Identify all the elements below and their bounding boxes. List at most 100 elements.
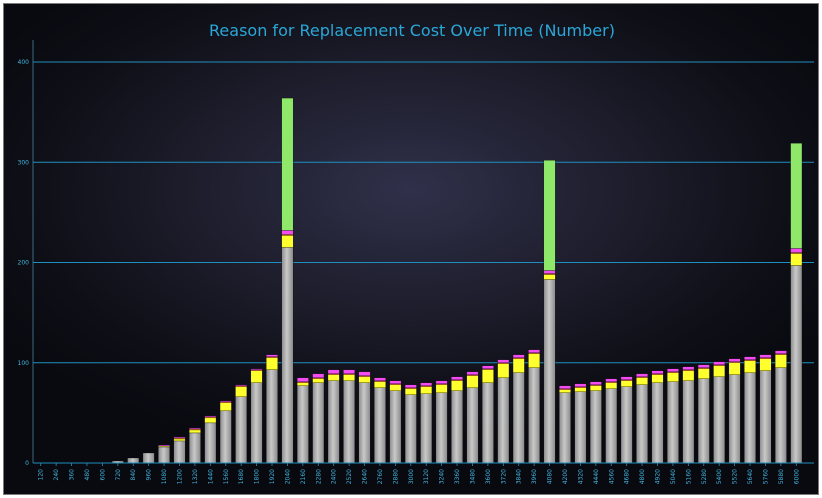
bar-3360-seg-1: [451, 380, 463, 391]
bar-4440-seg-3: [589, 381, 602, 385]
bar-3120-seg-0: [420, 393, 433, 464]
x-tick-label-4320: 4320: [577, 469, 584, 484]
x-tick-label-3960: 3960: [531, 469, 538, 484]
y-tick-label-200: 200: [18, 260, 30, 267]
bar-2160-seg-1: [296, 382, 309, 386]
bar-6000-seg-1: [790, 253, 803, 266]
x-tick-label-1560: 1560: [223, 469, 230, 484]
bar-4560-seg-1: [605, 382, 618, 389]
x-tick-label-6000: 6000: [793, 469, 800, 484]
bar-1800-seg-3: [250, 368, 263, 370]
x-tick-label-480: 480: [84, 469, 91, 481]
bar-4800-seg-0: [636, 384, 648, 464]
bar-6000-seg-3: [790, 248, 803, 253]
x-tick-label-2520: 2520: [346, 469, 353, 484]
bar-1560-seg-0: [219, 410, 232, 464]
bar-2880-seg-0: [389, 390, 402, 464]
x-tick-label-5760: 5760: [762, 469, 769, 484]
bar-2520-seg-3: [343, 369, 355, 374]
bar-4920-seg-3: [651, 370, 664, 374]
chart-frame: Reason for Replacement Cost Over Time (N…: [3, 3, 819, 495]
x-tick-label-120: 120: [38, 469, 45, 481]
x-tick-label-1680: 1680: [238, 469, 245, 484]
bar-2640-seg-1: [358, 376, 371, 383]
bar-2760-seg-3: [374, 377, 386, 381]
x-tick-label-3120: 3120: [423, 469, 430, 484]
bar-840-seg-0: [127, 457, 140, 464]
bar-3960-seg-1: [528, 353, 541, 368]
bar-1320-seg-1: [189, 429, 201, 434]
bar-2640-seg-0: [358, 382, 371, 464]
bar-1920-seg-2: [266, 356, 278, 358]
chart-plot-area: 0 100 200 300 400 120 240 360 480 600 720 840 960 108…: [18, 40, 814, 484]
bar-1920-seg-1: [266, 357, 278, 370]
x-tick-label-4680: 4680: [624, 469, 631, 484]
x-tick-label-4440: 4440: [593, 469, 600, 484]
bar-1320-seg-0: [189, 432, 201, 464]
bar-4800-seg-1: [636, 377, 648, 385]
y-tick-label-300: 300: [18, 159, 30, 166]
bar-3600-seg-1: [482, 369, 494, 383]
y-tick-label-100: 100: [18, 360, 30, 367]
bar-4080-seg-3: [543, 270, 556, 274]
bar-4920-seg-1: [651, 374, 664, 383]
bar-1440-seg-1: [204, 417, 217, 424]
bar-5400-seg-1: [713, 365, 726, 377]
bar-1440-seg-3: [204, 415, 217, 418]
bar-1080-seg-1: [158, 445, 170, 448]
bar-2520-seg-0: [343, 380, 355, 464]
bar-2640-seg-3: [358, 371, 371, 376]
x-tick-label-2280: 2280: [315, 469, 322, 484]
bar-3240-seg-1: [435, 384, 448, 393]
x-tick-label-5520: 5520: [732, 469, 739, 484]
bar-2040-seg-0: [281, 247, 294, 464]
x-tick-label-4800: 4800: [639, 469, 646, 484]
x-tick-label-4080: 4080: [547, 469, 554, 484]
bar-4440-seg-0: [589, 390, 602, 464]
bar-5640-seg-3: [744, 356, 756, 360]
bar-3720-seg-1: [497, 363, 510, 378]
x-tick-label-3840: 3840: [516, 469, 523, 484]
bar-1800-seg-0: [250, 382, 263, 464]
x-tick-label-5160: 5160: [685, 469, 692, 484]
bar-2880-seg-1: [389, 384, 402, 391]
bar-5040-seg-0: [667, 381, 679, 464]
x-tick-label-3600: 3600: [485, 469, 492, 484]
y-tick-label-0: 0: [25, 460, 29, 467]
bar-5160-seg-0: [682, 380, 695, 464]
x-tick-label-1320: 1320: [192, 469, 199, 484]
bar-4320-seg-0: [574, 391, 587, 464]
bar-5040-seg-1: [667, 372, 679, 382]
bar-4680-seg-0: [620, 386, 633, 464]
x-tick-label-5400: 5400: [716, 469, 723, 484]
bar-1680-seg-3: [235, 384, 248, 386]
bar-3840-seg-1: [512, 358, 525, 373]
bar-3480-seg-1: [466, 375, 479, 388]
bar-2400-seg-3: [327, 369, 340, 374]
bar-3240-seg-0: [435, 392, 448, 464]
x-tick-label-3720: 3720: [500, 469, 507, 484]
bar-3600-seg-0: [482, 382, 494, 464]
bar-3840-seg-0: [512, 372, 525, 464]
bar-5880-seg-1: [775, 354, 787, 368]
bar-5400-seg-0: [713, 376, 726, 464]
bar-4800-seg-3: [636, 373, 648, 377]
x-tick-label-1800: 1800: [254, 469, 261, 484]
bar-4320-seg-1: [574, 387, 587, 392]
x-tick-label-960: 960: [146, 469, 153, 481]
bar-5520-seg-0: [728, 374, 741, 464]
bar-2880-seg-3: [389, 380, 402, 384]
bar-4200-seg-3: [559, 385, 571, 389]
bar-3960-seg-0: [528, 367, 541, 464]
bar-3840-seg-3: [512, 354, 525, 358]
bar-2760-seg-1: [374, 381, 386, 388]
x-tick-label-360: 360: [69, 469, 76, 481]
bar-4200-seg-1: [559, 389, 571, 393]
x-tick-label-1440: 1440: [207, 469, 214, 484]
bar-5760-seg-0: [759, 370, 772, 464]
bar-1800-seg-1: [250, 370, 263, 383]
x-tick-label-3480: 3480: [469, 469, 476, 484]
bar-3960-seg-3: [528, 349, 541, 353]
bar-3360-seg-3: [451, 376, 463, 380]
bar-4200-seg-0: [559, 392, 571, 464]
